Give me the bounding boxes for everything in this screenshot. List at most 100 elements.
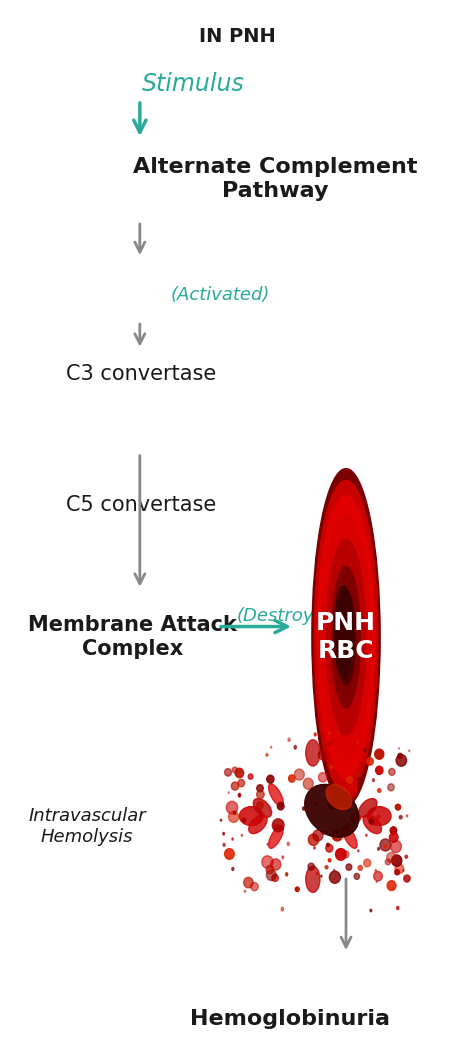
Ellipse shape bbox=[346, 823, 350, 829]
Ellipse shape bbox=[305, 784, 359, 837]
Ellipse shape bbox=[256, 801, 263, 809]
Ellipse shape bbox=[338, 733, 339, 734]
Ellipse shape bbox=[387, 852, 396, 862]
Ellipse shape bbox=[294, 746, 296, 749]
Ellipse shape bbox=[363, 815, 382, 834]
Ellipse shape bbox=[395, 863, 404, 874]
Ellipse shape bbox=[314, 847, 315, 849]
Text: (Destroys): (Destroys) bbox=[237, 607, 331, 625]
Ellipse shape bbox=[329, 732, 330, 734]
Text: C3 convertase: C3 convertase bbox=[66, 364, 217, 383]
Ellipse shape bbox=[326, 845, 333, 852]
Ellipse shape bbox=[251, 882, 258, 891]
Ellipse shape bbox=[387, 880, 396, 891]
Ellipse shape bbox=[228, 811, 238, 822]
Ellipse shape bbox=[395, 870, 400, 875]
Ellipse shape bbox=[341, 834, 343, 836]
Ellipse shape bbox=[225, 849, 234, 859]
Ellipse shape bbox=[287, 842, 289, 846]
Ellipse shape bbox=[378, 848, 380, 851]
Ellipse shape bbox=[328, 798, 337, 809]
Ellipse shape bbox=[332, 567, 360, 708]
Ellipse shape bbox=[238, 779, 245, 787]
Ellipse shape bbox=[285, 873, 288, 876]
Ellipse shape bbox=[326, 539, 366, 735]
Ellipse shape bbox=[364, 859, 371, 867]
Ellipse shape bbox=[332, 830, 343, 841]
Ellipse shape bbox=[232, 838, 233, 840]
Ellipse shape bbox=[253, 798, 272, 817]
Ellipse shape bbox=[336, 849, 346, 860]
Text: C5 convertase: C5 convertase bbox=[66, 496, 217, 515]
Ellipse shape bbox=[369, 819, 374, 824]
Ellipse shape bbox=[373, 778, 374, 781]
Text: Intravascular
Hemolysis: Intravascular Hemolysis bbox=[28, 808, 146, 846]
Ellipse shape bbox=[389, 833, 398, 842]
Ellipse shape bbox=[399, 748, 400, 749]
Ellipse shape bbox=[308, 863, 314, 870]
Ellipse shape bbox=[395, 804, 401, 810]
Ellipse shape bbox=[269, 783, 283, 807]
Text: Stimulus: Stimulus bbox=[142, 73, 245, 96]
Ellipse shape bbox=[392, 855, 402, 867]
Ellipse shape bbox=[404, 875, 410, 882]
Ellipse shape bbox=[355, 772, 359, 776]
Ellipse shape bbox=[375, 870, 377, 872]
Ellipse shape bbox=[370, 910, 372, 912]
Ellipse shape bbox=[319, 773, 327, 782]
Ellipse shape bbox=[328, 742, 330, 746]
Ellipse shape bbox=[328, 859, 331, 861]
Ellipse shape bbox=[303, 778, 313, 790]
Ellipse shape bbox=[405, 855, 408, 858]
Ellipse shape bbox=[390, 827, 397, 834]
Ellipse shape bbox=[238, 793, 241, 797]
Ellipse shape bbox=[343, 851, 349, 858]
Ellipse shape bbox=[262, 856, 273, 869]
Ellipse shape bbox=[324, 831, 327, 834]
Ellipse shape bbox=[220, 819, 222, 821]
Ellipse shape bbox=[232, 767, 237, 773]
Ellipse shape bbox=[392, 827, 394, 830]
Ellipse shape bbox=[322, 832, 324, 834]
Ellipse shape bbox=[377, 815, 380, 818]
Ellipse shape bbox=[241, 834, 243, 836]
Ellipse shape bbox=[308, 834, 319, 846]
Ellipse shape bbox=[357, 816, 361, 820]
Ellipse shape bbox=[312, 469, 380, 806]
Ellipse shape bbox=[295, 887, 299, 892]
Ellipse shape bbox=[266, 870, 276, 880]
Ellipse shape bbox=[398, 753, 402, 758]
Ellipse shape bbox=[245, 890, 246, 892]
Ellipse shape bbox=[406, 815, 408, 817]
Ellipse shape bbox=[388, 783, 394, 791]
Ellipse shape bbox=[256, 791, 264, 798]
Ellipse shape bbox=[337, 590, 356, 684]
Ellipse shape bbox=[356, 741, 358, 744]
Ellipse shape bbox=[334, 585, 353, 678]
Ellipse shape bbox=[409, 750, 410, 752]
Ellipse shape bbox=[358, 866, 363, 870]
Ellipse shape bbox=[318, 496, 374, 778]
Ellipse shape bbox=[399, 816, 402, 819]
Ellipse shape bbox=[274, 824, 280, 831]
Ellipse shape bbox=[384, 845, 386, 848]
Ellipse shape bbox=[333, 780, 335, 782]
Ellipse shape bbox=[282, 856, 283, 858]
Ellipse shape bbox=[242, 818, 246, 822]
Ellipse shape bbox=[325, 866, 328, 869]
Ellipse shape bbox=[375, 767, 383, 774]
Ellipse shape bbox=[374, 872, 383, 881]
Ellipse shape bbox=[257, 784, 263, 792]
Ellipse shape bbox=[239, 807, 263, 826]
Ellipse shape bbox=[317, 873, 318, 874]
Ellipse shape bbox=[326, 784, 352, 810]
Ellipse shape bbox=[396, 755, 407, 767]
Ellipse shape bbox=[226, 801, 238, 814]
Ellipse shape bbox=[248, 774, 253, 779]
Text: Hemoglobinuria: Hemoglobinuria bbox=[190, 1010, 390, 1029]
Text: IN PNH: IN PNH bbox=[199, 27, 275, 46]
Ellipse shape bbox=[389, 769, 395, 775]
Ellipse shape bbox=[277, 802, 284, 810]
Ellipse shape bbox=[249, 815, 267, 834]
Ellipse shape bbox=[315, 803, 317, 807]
